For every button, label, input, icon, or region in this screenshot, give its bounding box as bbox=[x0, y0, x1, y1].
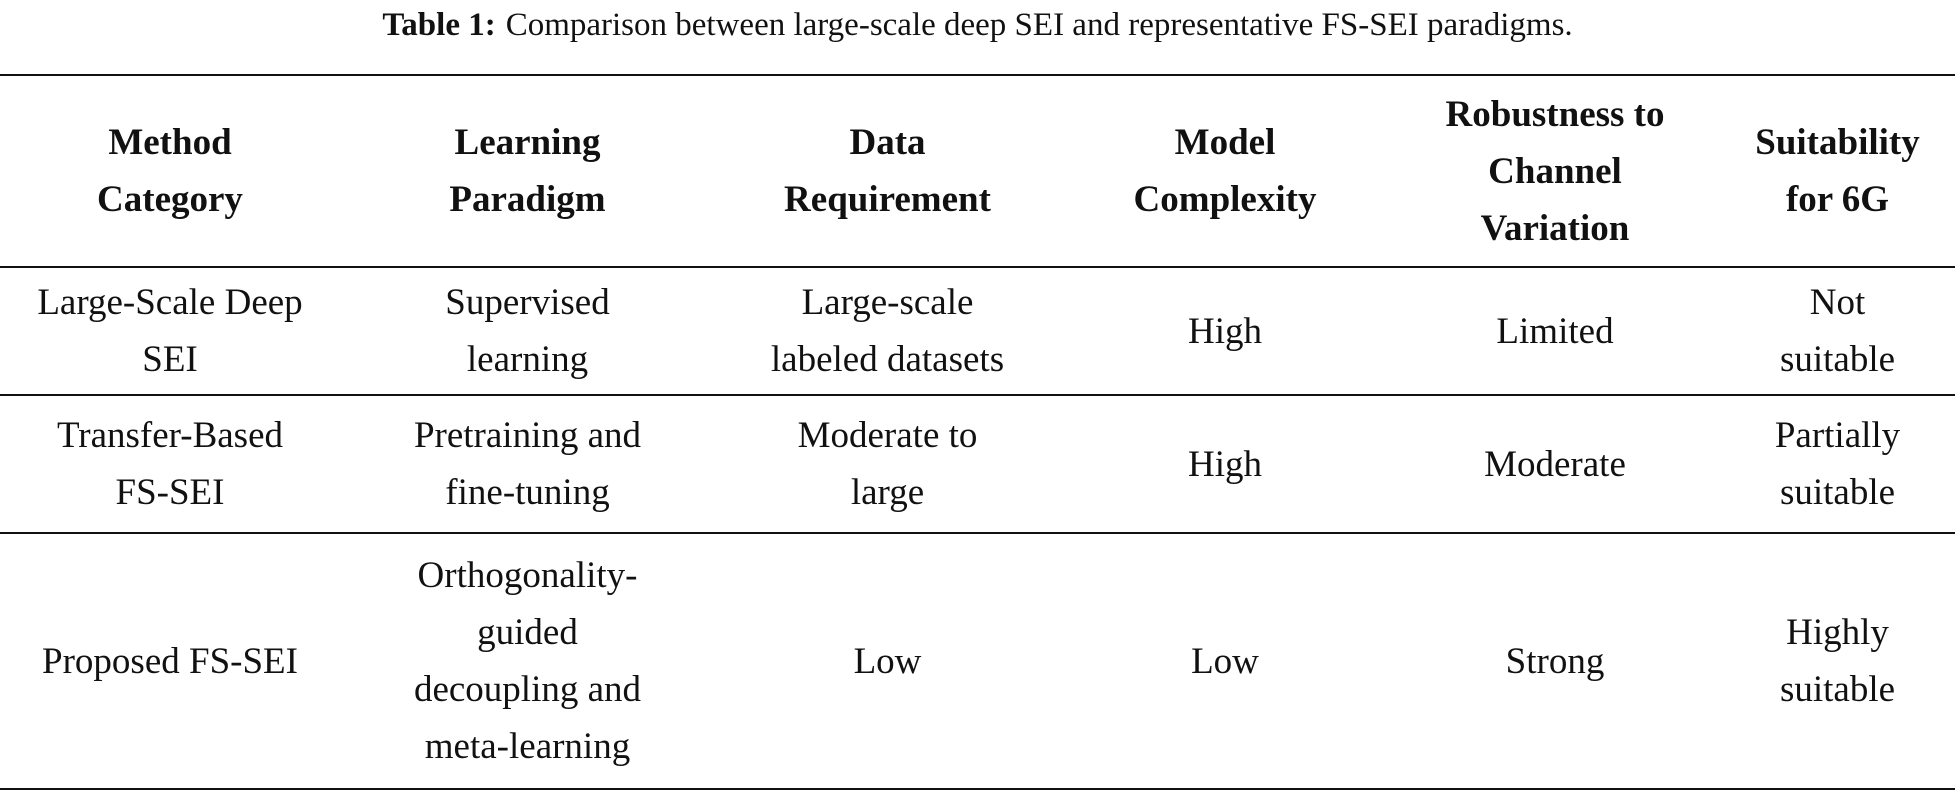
cell-line: Data bbox=[849, 122, 926, 163]
table-cell: Partially suitable bbox=[1720, 395, 1955, 533]
table-cell: Limited bbox=[1390, 267, 1720, 395]
caption-label: Table 1: bbox=[382, 7, 496, 43]
cell-line: Paradigm bbox=[449, 179, 606, 220]
cell-line: Requirement bbox=[784, 179, 991, 220]
cell-line: large bbox=[850, 472, 925, 513]
cell-line: Moderate bbox=[1484, 443, 1626, 485]
cell-line: suitable bbox=[1779, 472, 1896, 513]
cell-line: Not bbox=[1809, 282, 1866, 323]
cell-line: Complexity bbox=[1133, 179, 1317, 220]
header-cell: Suitability for 6G bbox=[1720, 75, 1955, 267]
table-row: Proposed FS-SEI Orthogonality-guided decou… bbox=[0, 533, 1955, 789]
cell-line: labeled datasets bbox=[770, 339, 1005, 380]
cell-line: Strong bbox=[1505, 640, 1605, 682]
cell-line: for 6G bbox=[1785, 179, 1890, 220]
table-row: Transfer-Based FS-SEI Pretraining and fine-… bbox=[0, 395, 1955, 533]
table-cell: Low bbox=[715, 533, 1060, 789]
table-cell: Not suitable bbox=[1720, 267, 1955, 395]
cell-line: High bbox=[1188, 310, 1262, 352]
cell-line: Model bbox=[1174, 122, 1276, 163]
cell-line: High bbox=[1188, 443, 1262, 485]
cell-line: SEI bbox=[142, 339, 198, 380]
cell-line: Learning bbox=[454, 122, 601, 163]
cell-line: decoupling and bbox=[413, 669, 642, 710]
header-cell: Method Category bbox=[0, 75, 340, 267]
cell-line: Large-Scale Deep bbox=[37, 282, 303, 323]
table-cell: Highly suitable bbox=[1720, 533, 1955, 789]
cell-line: FS-SEI bbox=[115, 472, 225, 513]
header-cell: Data Requirement bbox=[715, 75, 1060, 267]
cell-line: Method bbox=[108, 122, 232, 163]
cell-line: Robustness to bbox=[1445, 93, 1665, 135]
header-cell: Learning Paradigm bbox=[340, 75, 715, 267]
cell-line: Partially bbox=[1774, 415, 1901, 456]
cell-line: Pretraining and bbox=[413, 415, 642, 456]
cell-line: learning bbox=[466, 339, 589, 380]
table-cell: Strong bbox=[1390, 533, 1720, 789]
table-cell: High bbox=[1060, 395, 1390, 533]
header-cell: Model Complexity bbox=[1060, 75, 1390, 267]
cell-line: suitable bbox=[1779, 339, 1896, 380]
table-body: Large-Scale Deep SEI Supervised learning Lar… bbox=[0, 267, 1955, 789]
table-cell: Moderate bbox=[1390, 395, 1720, 533]
cell-line: Low bbox=[853, 640, 922, 682]
header-row: Method Category Learning Paradigm Data Requir… bbox=[0, 75, 1955, 267]
cell-line: Moderate to bbox=[797, 415, 978, 456]
table-cell: Moderate to large bbox=[715, 395, 1060, 533]
cell-line: guided bbox=[477, 612, 578, 653]
cell-line: Highly bbox=[1786, 612, 1889, 653]
table-cell: Low bbox=[1060, 533, 1390, 789]
cell-line: Orthogonality- bbox=[417, 555, 638, 596]
cell-line: Category bbox=[97, 179, 243, 220]
table-cell: Supervised learning bbox=[340, 267, 715, 395]
table-cell: Proposed FS-SEI bbox=[0, 533, 340, 789]
caption-text: Comparison between large-scale deep SEI … bbox=[505, 7, 1573, 43]
table-cell: Pretraining and fine-tuning bbox=[340, 395, 715, 533]
header-cell: Robustness to Channel Variation bbox=[1390, 75, 1720, 267]
cell-line: fine-tuning bbox=[445, 472, 610, 513]
cell-line: suitable bbox=[1779, 669, 1896, 710]
cell-line: Channel bbox=[1488, 150, 1622, 192]
cell-line: Large-scale bbox=[801, 282, 974, 323]
caption: Table 1: Comparison between large-scale d… bbox=[0, 0, 1955, 50]
table-cell: Transfer-Based FS-SEI bbox=[0, 395, 340, 533]
cell-line: Suitability bbox=[1755, 122, 1920, 163]
cell-line: Supervised bbox=[445, 282, 610, 323]
table-cell: High bbox=[1060, 267, 1390, 395]
table-row: Large-Scale Deep SEI Supervised learning Lar… bbox=[0, 267, 1955, 395]
table: Method Category Learning Paradigm Data Requir… bbox=[0, 74, 1955, 790]
table-cell: Orthogonality-guided decoupling and meta-l… bbox=[340, 533, 715, 789]
cell-line: meta-learning bbox=[424, 726, 631, 767]
cell-line: Transfer-Based bbox=[56, 415, 283, 456]
cell-line: Proposed FS-SEI bbox=[42, 640, 298, 682]
table-cell: Large-Scale Deep SEI bbox=[0, 267, 340, 395]
cell-line: Variation bbox=[1480, 207, 1630, 249]
table-cell: Large-scale labeled datasets bbox=[715, 267, 1060, 395]
cell-line: Low bbox=[1191, 640, 1259, 682]
cell-line: Limited bbox=[1496, 310, 1614, 352]
